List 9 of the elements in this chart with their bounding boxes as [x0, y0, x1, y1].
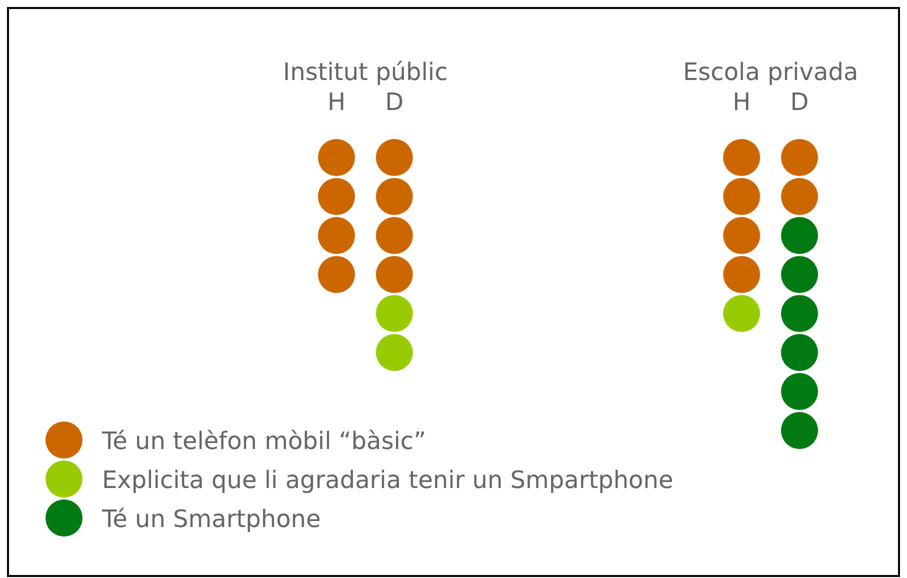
legend-label: Té un Smartphone: [101, 505, 321, 533]
text: Escola privada: [682, 58, 858, 86]
x-tick-label: D: [790, 88, 809, 116]
legend-label: Explicita que li agradaria tenir un Smpartphone: [102, 466, 674, 494]
legend-label: Té un telèfon mòbil “bàsic”: [101, 427, 426, 455]
x-tick-label: D: [385, 88, 404, 116]
x-tick-label: H: [327, 88, 346, 116]
text: Institut públic: [283, 58, 448, 86]
x-tick-label: H: [732, 88, 751, 116]
